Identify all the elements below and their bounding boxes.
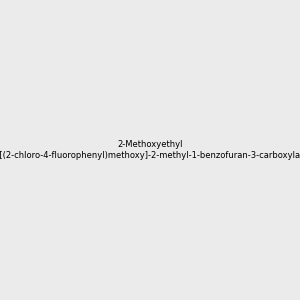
Text: 2-Methoxyethyl 5-[(2-chloro-4-fluorophenyl)methoxy]-2-methyl-1-benzofuran-3-carb: 2-Methoxyethyl 5-[(2-chloro-4-fluorophen…	[0, 140, 300, 160]
